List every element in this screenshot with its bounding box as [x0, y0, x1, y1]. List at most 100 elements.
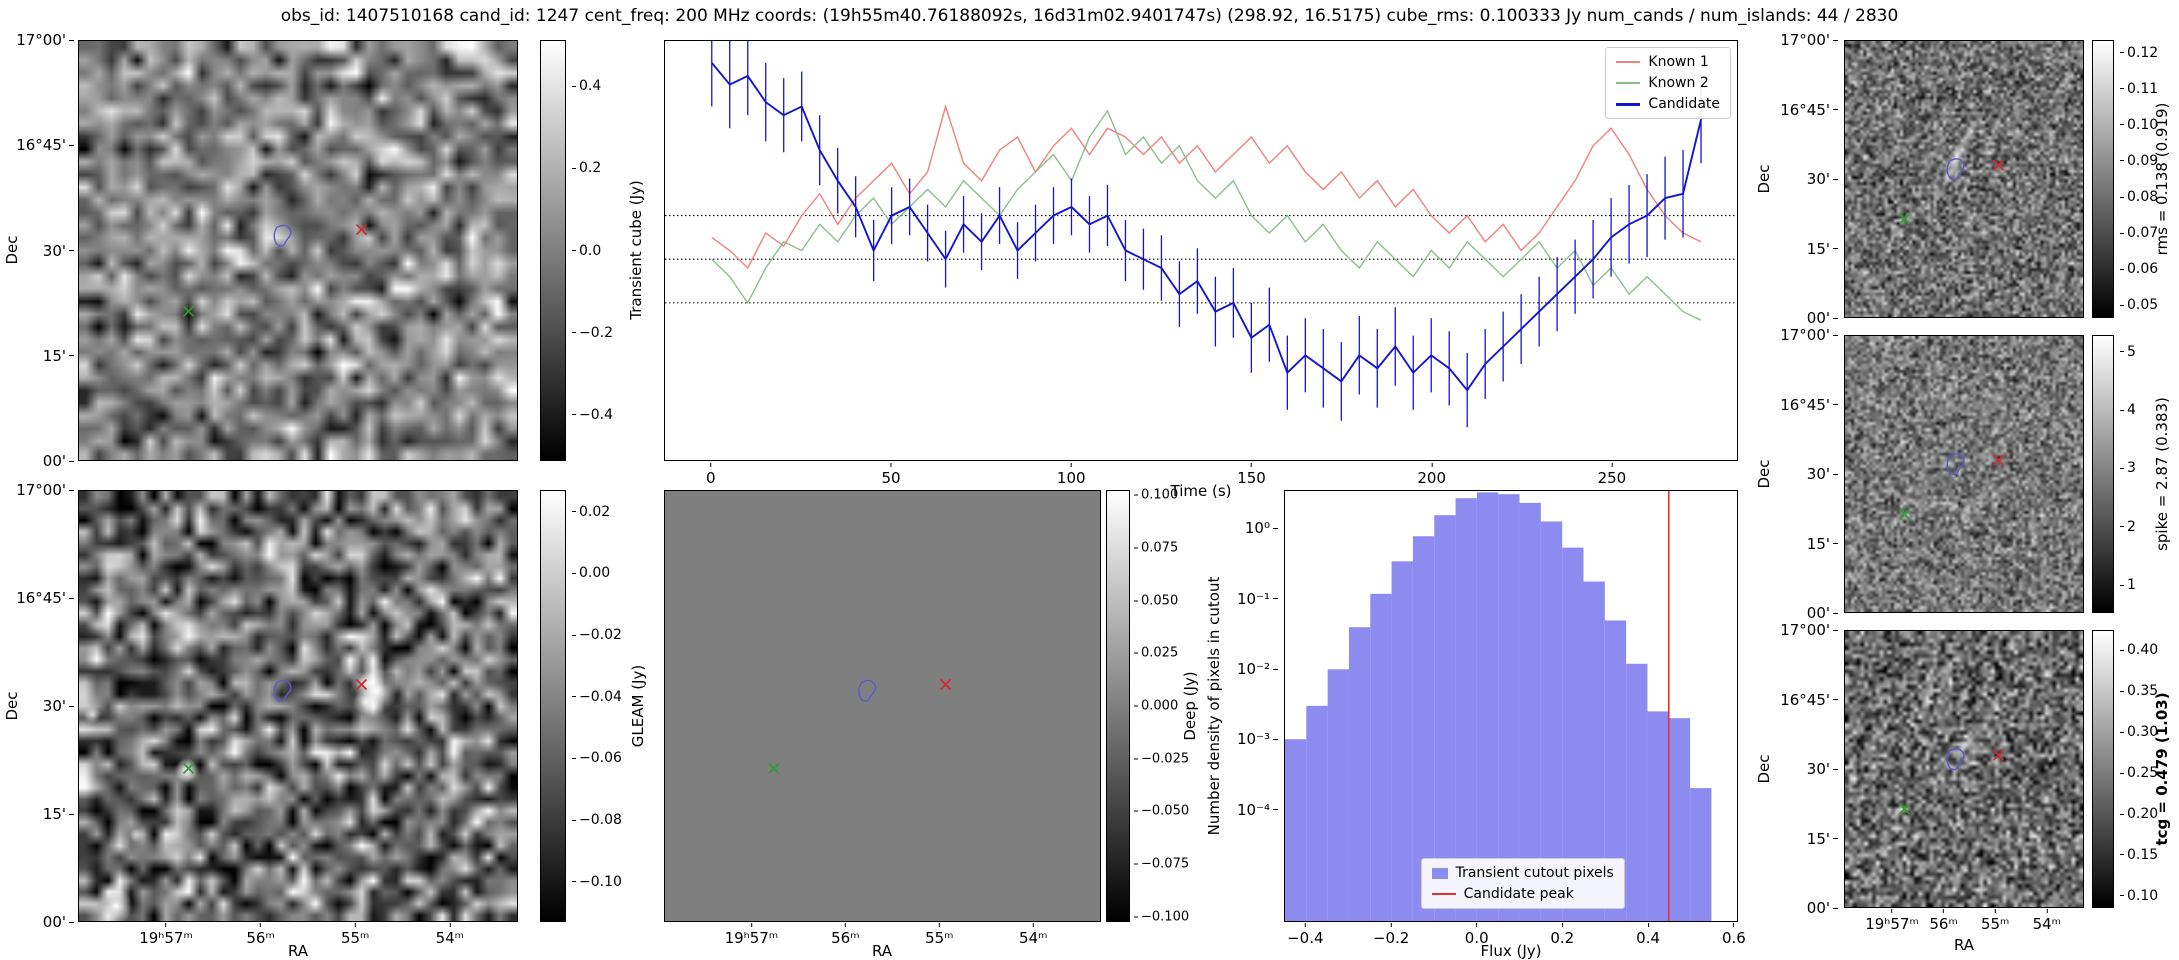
tick-label: 0.09: [2120, 153, 2158, 169]
lightcurve-legend: Known 1 Known 2 Candidate: [1605, 47, 1731, 119]
candidate-contour: [1946, 158, 1965, 181]
histogram-bar: [1668, 718, 1691, 921]
tick-label: −0.2: [1373, 923, 1409, 947]
green-x-marker: [1898, 213, 1911, 225]
tick-label: −0.04: [572, 689, 622, 705]
tick-label: 0.35: [2120, 683, 2158, 699]
tick-label: 0.25: [2120, 765, 2158, 781]
tick-label: 19ʰ57ᵐ: [725, 923, 779, 947]
transient-colorbar-label: Transient cube (Jy): [627, 180, 645, 320]
spike-colorbar: [2092, 335, 2114, 613]
tick-label: −0.100: [1134, 909, 1189, 924]
tick-label: 5: [2120, 344, 2136, 360]
dec-axis-label: Dec: [1755, 754, 1773, 784]
tick-label: 3: [2120, 460, 2136, 476]
tick-label: 0.30: [2120, 724, 2158, 740]
histogram-bar: [1327, 669, 1349, 921]
histogram-bar: [1626, 663, 1648, 921]
deep-image-panel: [664, 490, 1101, 922]
green-x-marker: [182, 305, 195, 317]
red-x-marker: [939, 678, 952, 691]
histogram-y-axis-label: Number density of pixels in cutout: [1205, 576, 1223, 836]
tick-label: 17°00': [16, 31, 74, 49]
histogram-plot: [1285, 491, 1737, 921]
histogram-panel: Transient cutout pixels Candidate peak: [1284, 490, 1738, 922]
tcg-image-panel: [1844, 630, 2084, 908]
legend-label: Candidate: [1648, 96, 1720, 112]
tick-label: 10⁻¹: [1237, 590, 1278, 608]
histogram-bar: [1647, 711, 1669, 921]
tick-label: 19ʰ57ᵐ: [1865, 909, 1919, 933]
green-x-marker: [768, 762, 780, 774]
tick-label: 200: [1417, 463, 1446, 487]
transient-colorbar: [540, 40, 566, 461]
tcg-markers-overlay: [1898, 748, 2005, 815]
tick-label: 0.08: [2120, 189, 2158, 205]
tick-label: −0.4: [572, 407, 613, 423]
tick-label: 30': [1807, 760, 1838, 778]
histogram-bar: [1562, 547, 1584, 921]
spike-colorbar-label: spike = 2.87 (0.383): [2153, 397, 2171, 551]
spike-noise-image: [1845, 336, 2083, 612]
rms-colorbar: [2092, 40, 2114, 318]
tick-label: −0.075: [1134, 857, 1189, 872]
tick-label: 4: [2120, 402, 2136, 418]
tick-label: −0.2: [572, 325, 613, 341]
deep-colorbar: [1106, 490, 1130, 922]
legend-label: Candidate peak: [1463, 886, 1574, 902]
tick-label: 100: [1057, 463, 1086, 487]
histogram-bar: [1391, 561, 1413, 921]
rms-dec-ticks: 17°00' 16°45' 30' 15' 00': [1778, 31, 1838, 327]
tick-label: 0.4: [572, 78, 601, 94]
tick-label: −0.08: [572, 812, 622, 828]
red-x-marker: [355, 678, 368, 691]
tick-label: 0.2: [572, 160, 601, 176]
tick-label: 30': [43, 697, 74, 715]
tcg-dec-ticks: 17°00' 16°45' 30' 15' 00': [1778, 621, 1838, 917]
tcg-colorbar-ticks: 0.40 0.35 0.30 0.25 0.20 0.15 0.10: [2120, 630, 2160, 908]
rms-noise-image: [1845, 41, 2083, 317]
spike-colorbar-ticks: 5 4 3 2 1: [2120, 335, 2160, 613]
histogram-x-ticks: −0.4 −0.2 0.0 0.2 0.4 0.6: [1284, 923, 1746, 947]
known1-line-swatch: [1616, 61, 1641, 63]
rms-image-panel: [1844, 40, 2084, 318]
tick-label: 10⁻²: [1237, 660, 1278, 678]
tick-label: 0.6: [1722, 923, 1746, 947]
series-candidate: [711, 62, 1702, 392]
tick-label: 55ᵐ: [341, 923, 369, 947]
tick-label: 0.100: [1134, 488, 1178, 503]
tick-label: 56ᵐ: [831, 923, 859, 947]
tick-label: 0: [706, 463, 716, 487]
tick-label: 00': [1807, 899, 1838, 917]
tick-label: 16°45': [16, 589, 74, 607]
transient-colorbar-ticks: 0.4 0.2 0.0 −0.2 −0.4: [572, 40, 632, 461]
tick-label: 0.02: [572, 504, 610, 520]
tick-label: −0.10: [572, 874, 622, 890]
tick-label: 16°45': [1780, 396, 1838, 414]
ra-axis-label: RA: [287, 942, 309, 960]
green-x-marker: [182, 762, 195, 774]
histogram-bar: [1434, 515, 1456, 921]
tick-label: 2: [2120, 519, 2136, 535]
tick-label: 0.07: [2120, 225, 2158, 241]
tick-label: 19ʰ57ᵐ: [139, 923, 193, 947]
transient-cube-noise-image: [79, 41, 517, 460]
tick-label: 17°00': [1780, 326, 1838, 344]
candidate-contour: [1946, 453, 1965, 476]
histogram-legend: Transient cutout pixels Candidate peak: [1420, 858, 1625, 909]
tick-label: 56ᵐ: [246, 923, 274, 947]
legend-label: Known 2: [1648, 75, 1709, 91]
legend-item-known1: Known 1: [1616, 54, 1720, 70]
gleam-colorbar-ticks: 0.02 0.00 −0.02 −0.04 −0.06 −0.08 −0.10: [572, 490, 632, 922]
deep-colorbar-ticks: 0.100 0.075 0.050 0.025 0.000 −0.025 −0.050 −0.…: [1134, 488, 1189, 925]
histogram-bar: [1285, 739, 1307, 921]
tick-label: 0.11: [2120, 81, 2158, 97]
deep-colorbar-label: Deep (Jy): [1181, 671, 1199, 741]
legend-label: Transient cutout pixels: [1455, 865, 1614, 881]
tick-label: 16°45': [1780, 691, 1838, 709]
tick-label: 0.4: [1636, 923, 1660, 947]
legend-label: Known 1: [1648, 54, 1709, 70]
spike-image-panel: [1844, 335, 2084, 613]
tick-label: 10⁻⁴: [1237, 801, 1278, 819]
